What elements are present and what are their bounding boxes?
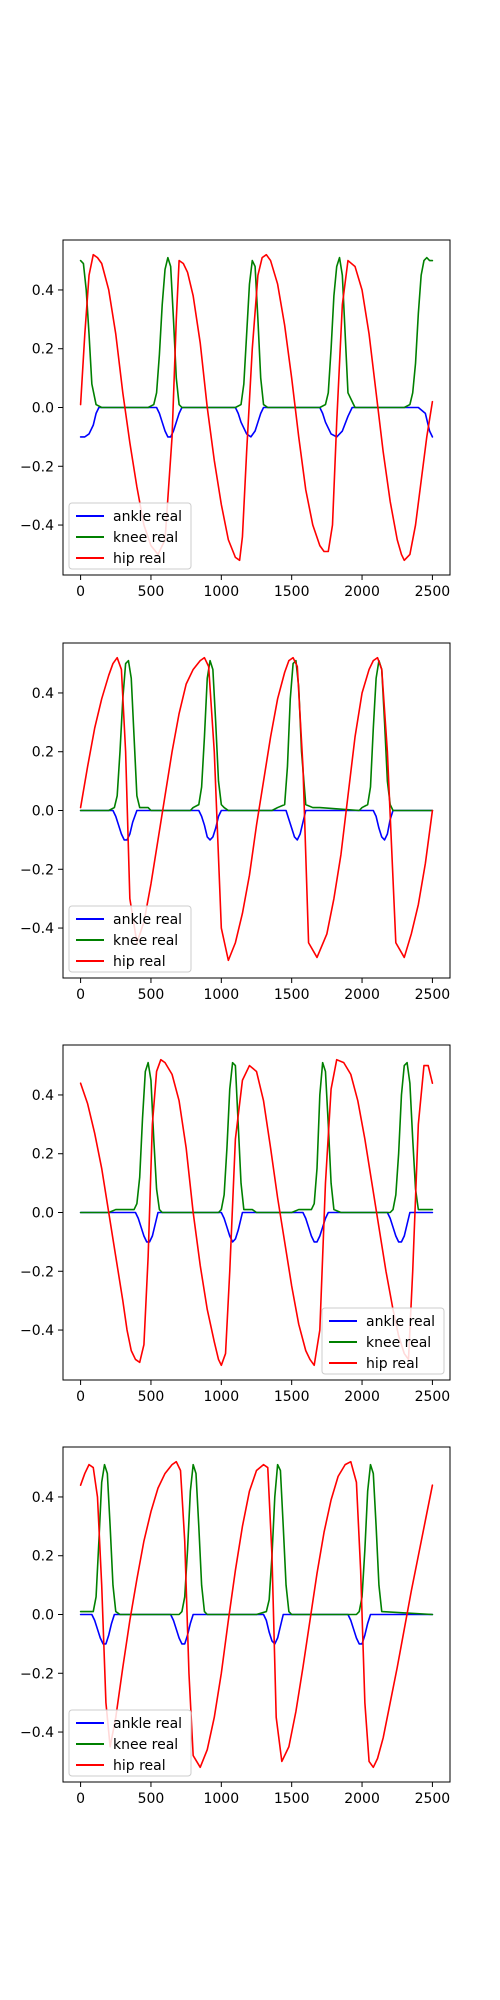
chart-3-y-tick-label: −0.4 [20,1323,54,1339]
chart-1-x-tick-label: 500 [138,584,165,600]
chart-3-y-tick-label: −0.2 [20,1264,54,1280]
chart-1-legend: ankle real knee real hip real [68,502,192,570]
chart-4-y-tick-label: 0.2 [32,1549,54,1565]
chart-2-legend: ankle real knee real hip real [68,905,192,973]
chart-1-y-tick-label: −0.2 [20,459,54,475]
chart-3-x-tick-label: 500 [138,1389,165,1405]
chart-1-x-tick-label: 2000 [344,584,380,600]
chart-4-legend-label-knee-real: knee real [113,1737,178,1753]
chart-3-y-tick-label: 0.0 [32,1206,54,1222]
chart-1-series-knee-real [79,256,434,409]
chart-2-x-tick-label: 2000 [344,987,380,1003]
chart-2-legend-label-hip-real: hip real [113,954,166,970]
chart-3-x-tick-label: 2000 [344,1389,380,1405]
chart-3-legend: ankle real knee real hip real [321,1307,445,1375]
chart-2-x-tick-label: 0 [76,987,85,1003]
chart-3-legend-box [321,1307,445,1375]
chart-1: 0 500 1000 1500 2000 2500 −0.4 −0.2 0.0 0.2 0.4 ank… [20,239,451,600]
chart-4: 0 500 1000 1500 2000 2500 −0.4 −0.2 0.0 0.2 0.4 ank… [20,1446,451,1807]
chart-2-legend-box [68,905,192,973]
chart-4-y-tick-label: 0.0 [32,1608,54,1624]
chart-4-x-tick-label: 500 [138,1791,165,1807]
chart-2-y-tick-label: −0.2 [20,862,54,878]
chart-4-x-tick-label: 1000 [203,1791,239,1807]
chart-4-x-tick-label: 2000 [344,1791,380,1807]
chart-2-series-knee-real [79,659,434,812]
chart-3: 0 500 1000 1500 2000 2500 −0.4 −0.2 0.0 0.2 0.4 ank… [20,1044,451,1405]
chart-4-plot-area [79,1460,434,1769]
chart-2-x-tick-label: 1000 [203,987,239,1003]
chart-1-y-tick-label: 0.0 [32,401,54,417]
chart-2-y-tick-label: 0.4 [32,686,54,702]
chart-4-y-tick-label: −0.2 [20,1666,54,1682]
chart-4-y-tick-label: −0.4 [20,1725,54,1741]
chart-4-series-knee-real [79,1463,434,1616]
chart-1-plot-area [79,253,434,562]
chart-3-legend-label-knee-real: knee real [366,1335,431,1351]
chart-3-x-tick-label: 2500 [415,1389,451,1405]
chart-2-legend-label-knee-real: knee real [113,933,178,949]
chart-2-x-tick-label: 500 [138,987,165,1003]
chart-4-x-tick-label: 0 [76,1791,85,1807]
chart-4-x-tick-label: 2500 [415,1791,451,1807]
chart-1-legend-label-hip-real: hip real [113,551,166,567]
chart-2-x-tick-label: 2500 [415,987,451,1003]
chart-4-legend-label-ankle-real: ankle real [113,1716,182,1732]
chart-4-series-hip-real [79,1460,434,1769]
chart-2-y-tick-label: 0.0 [32,804,54,820]
chart-1-y-tick-label: −0.4 [20,518,54,534]
chart-1-legend-box [68,502,192,570]
chart-4-y-tick-label: 0.4 [32,1490,54,1506]
chart-1-x-tick-label: 1500 [274,584,310,600]
chart-1-y-tick-label: 0.2 [32,342,54,358]
chart-3-x-tick-label: 1000 [203,1389,239,1405]
chart-2-y-tick-label: 0.2 [32,745,54,761]
chart-2-legend-label-ankle-real: ankle real [113,912,182,928]
chart-3-series-hip-real [79,1058,434,1367]
chart-3-legend-label-hip-real: hip real [366,1356,419,1372]
chart-4-legend-label-hip-real: hip real [113,1758,166,1774]
chart-1-x-tick-label: 1000 [203,584,239,600]
chart-1-x-tick-label: 2500 [415,584,451,600]
chart-1-legend-label-knee-real: knee real [113,530,178,546]
chart-3-legend-label-ankle-real: ankle real [366,1314,435,1330]
chart-3-y-tick-label: 0.4 [32,1088,54,1104]
chart-3-series-knee-real [79,1061,434,1214]
chart-2: 0 500 1000 1500 2000 2500 −0.4 −0.2 0.0 0.2 0.4 ank… [20,642,451,1003]
chart-4-series-ankle-real [79,1613,434,1645]
chart-3-x-tick-label: 1500 [274,1389,310,1405]
chart-3-y-tick-label: 0.2 [32,1147,54,1163]
chart-3-x-tick-label: 0 [76,1389,85,1405]
chart-2-x-tick-label: 1500 [274,987,310,1003]
chart-4-legend-box [68,1709,192,1777]
chart-1-y-tick-label: 0.4 [32,283,54,299]
chart-1-series-hip-real [79,253,434,562]
chart-1-legend-label-ankle-real: ankle real [113,509,182,525]
chart-1-x-tick-label: 0 [76,584,85,600]
chart-3-plot-area [79,1058,434,1367]
chart-4-x-tick-label: 1500 [274,1791,310,1807]
chart-2-y-tick-label: −0.4 [20,921,54,937]
chart-4-legend: ankle real knee real hip real [68,1709,192,1777]
